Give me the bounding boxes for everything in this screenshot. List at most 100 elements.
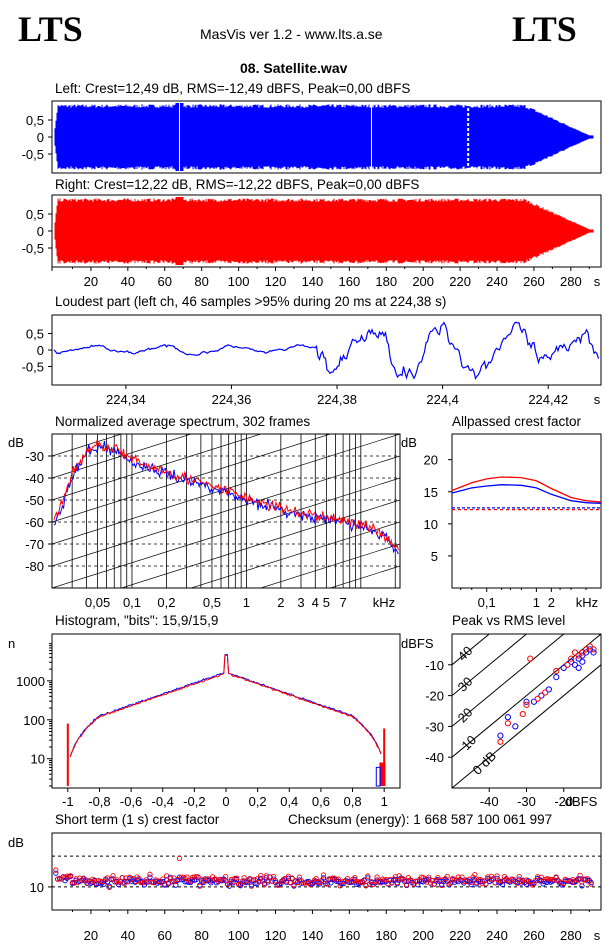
short-term-xtick-label: 100 bbox=[228, 928, 250, 943]
peak-rms-xtick-label: -20 bbox=[554, 794, 573, 809]
short-term-point-right bbox=[106, 884, 113, 891]
peak-rms-point-left bbox=[545, 686, 552, 693]
spectrum-xtick-label: 5 bbox=[323, 595, 330, 610]
allpassed-ytick-label: 10 bbox=[424, 517, 438, 532]
peak-rms-point-left bbox=[497, 732, 504, 739]
waveform-right-xtick-label: 100 bbox=[228, 274, 250, 289]
spectrum-slope-line bbox=[52, 434, 123, 457]
spectrum-ytick-label: -30 bbox=[25, 449, 44, 464]
short-term-frame bbox=[51, 832, 602, 911]
histogram-xtick-label: -0,8 bbox=[88, 794, 110, 809]
short-term-xtick-label: 280 bbox=[560, 928, 582, 943]
spectrum-slope-line bbox=[52, 477, 400, 588]
peak-rms-point-right bbox=[590, 646, 597, 653]
peak-rms-diagonal bbox=[452, 664, 601, 788]
short-term-point-right bbox=[147, 871, 153, 877]
short-term-xtick-label: 20 bbox=[84, 928, 98, 943]
waveform-right-xtick-label: 260 bbox=[523, 274, 545, 289]
peak-rms-xtick-label: -40 bbox=[480, 794, 499, 809]
waveform-right-xtick-label: 120 bbox=[265, 274, 287, 289]
peak-rms-xtick-label: dBFS bbox=[565, 794, 598, 809]
short-term-xtick-label: 240 bbox=[486, 928, 508, 943]
short-term-point-right bbox=[176, 855, 183, 862]
histogram-clip-bar-left bbox=[375, 766, 381, 787]
peak-rms-diagonal bbox=[452, 634, 565, 728]
waveform-right-ytick-label: -0,5 bbox=[22, 241, 44, 256]
allpassed-right bbox=[451, 476, 602, 503]
spectrum-slope-line bbox=[190, 521, 400, 588]
waveform-left-ytick-label: -0,5 bbox=[22, 147, 44, 162]
waveform-right-xtick-label: 20 bbox=[84, 274, 98, 289]
allpassed-left bbox=[451, 484, 602, 504]
short-term-point-right bbox=[426, 874, 432, 880]
short-term-point-right bbox=[494, 873, 500, 879]
peak-rms-point-right bbox=[571, 649, 579, 656]
short-term-point-left bbox=[470, 877, 476, 883]
histogram-xtick-label: -1 bbox=[62, 794, 74, 809]
allpassed-xtick-label: 0,1 bbox=[478, 595, 496, 610]
allpassed-ytick-label: 20 bbox=[424, 453, 438, 468]
short-term-point-right bbox=[538, 874, 544, 880]
waveform-right-xtick-label: s bbox=[594, 274, 601, 289]
peak-rms-ytick-label: -40 bbox=[425, 750, 444, 765]
peak-rms-point-left bbox=[575, 655, 582, 662]
peak-rms-point-left bbox=[579, 652, 586, 659]
allpassed-xtick-label: 1 bbox=[533, 595, 540, 610]
spectrum-xtick-label: 0,1 bbox=[123, 595, 141, 610]
short-term-xtick-label: 200 bbox=[412, 928, 434, 943]
short-term-point-right bbox=[53, 867, 59, 873]
peak-rms-ytick-label: -20 bbox=[425, 689, 444, 704]
short-term-point-right bbox=[271, 873, 277, 880]
histogram-xtick-label: -0,4 bbox=[152, 794, 174, 809]
waveform-left-ytick-label: 0 bbox=[37, 130, 44, 145]
short-term-point-right bbox=[588, 881, 594, 887]
left-channel-title: Left: Crest=12,49 dB, RMS=-12,49 dBFS, P… bbox=[55, 81, 411, 96]
waveform-right-xtick-label: 180 bbox=[375, 274, 397, 289]
peak-rms-point-right bbox=[523, 701, 530, 708]
peak-rms-point-right bbox=[564, 661, 571, 668]
spectrum-xtick-label: 0,2 bbox=[157, 595, 175, 610]
spectrum-slope-line bbox=[52, 280, 400, 390]
short-term-point-left bbox=[143, 879, 149, 885]
peak-rms-diagonal-label: 40 bbox=[455, 643, 476, 664]
short-term-point-right bbox=[459, 874, 465, 880]
short-term-point-right bbox=[444, 873, 450, 880]
peak-rms-diagonal-label: 10 bbox=[458, 732, 479, 753]
peak-rms-point-right bbox=[527, 655, 534, 662]
allpassed-xtick-label: 2 bbox=[548, 595, 555, 610]
right-channel-title: Right: Crest=12,22 dB, RMS=-12,22 dBFS, … bbox=[55, 177, 420, 192]
loudest-xtick-label: 224,42 bbox=[528, 392, 568, 407]
spectrum-slope-line bbox=[329, 565, 400, 588]
short-term-point-right bbox=[402, 877, 408, 883]
spectrum-slope-line bbox=[52, 455, 400, 567]
peak-rms-point-right bbox=[575, 652, 582, 659]
waveform-left-signal bbox=[54, 103, 594, 171]
short-term-xtick-label: 140 bbox=[302, 928, 324, 943]
waveform-right-xtick-label: 40 bbox=[121, 274, 135, 289]
short-term-point-right bbox=[320, 872, 327, 878]
histogram-left bbox=[69, 654, 382, 757]
short-term-point-right bbox=[248, 883, 255, 889]
histogram-xtick-label: 0 bbox=[222, 794, 229, 809]
peak-rms-ytick-label: -10 bbox=[425, 658, 444, 673]
short-term-point-right bbox=[197, 883, 203, 889]
waveform-right-xtick-label: 220 bbox=[449, 274, 471, 289]
short-term-point-right bbox=[374, 874, 380, 880]
short-term-xtick-label: 180 bbox=[375, 928, 397, 943]
peak-rms-point-left bbox=[530, 698, 538, 705]
allpassed-ylabel: dB bbox=[401, 435, 417, 450]
short-term-point-right bbox=[516, 873, 522, 880]
short-term-point-left bbox=[588, 879, 594, 886]
peak-rms-point-right bbox=[579, 649, 586, 656]
short-term-xtick-label: 120 bbox=[265, 928, 287, 943]
short-term-title: Short term (1 s) crest factor bbox=[55, 812, 220, 827]
loudest-xtick-label: 224,4 bbox=[426, 392, 459, 407]
spectrum-xtick-label: 7 bbox=[339, 595, 346, 610]
spectrum-grid bbox=[52, 280, 400, 588]
waveform-right-xtick-label: 200 bbox=[412, 274, 434, 289]
histogram-title: Histogram, "bits": 15,9/15,9 bbox=[55, 613, 219, 628]
loudest-xtick-label: 224,36 bbox=[212, 392, 252, 407]
short-term-point-right bbox=[234, 875, 240, 881]
